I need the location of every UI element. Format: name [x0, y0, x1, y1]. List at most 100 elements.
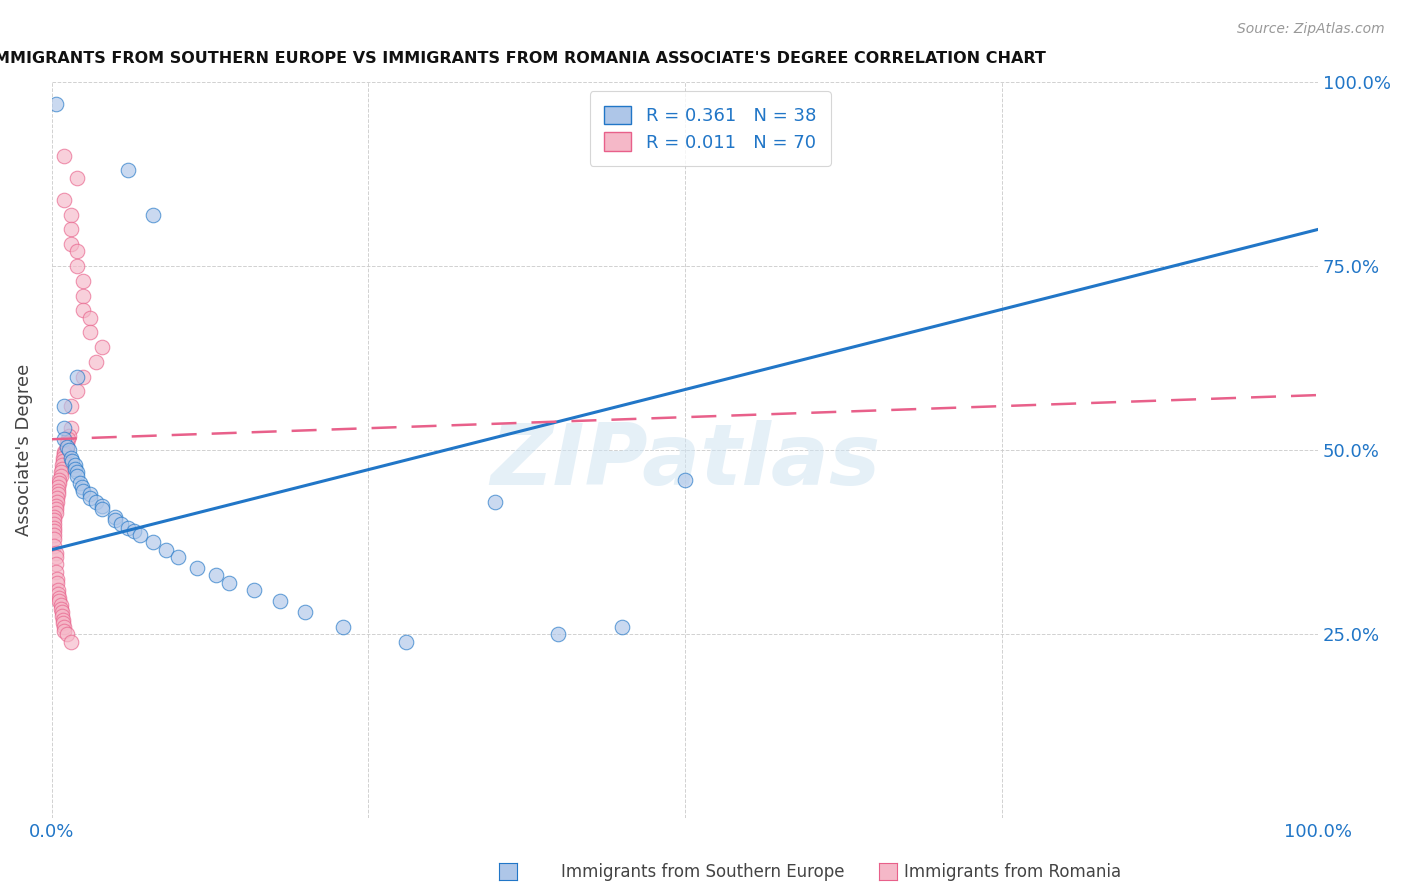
Point [45, 97, 67, 112]
Point [45, 572, 67, 586]
Point [129, 528, 152, 542]
Point [484, 495, 506, 509]
Point [66, 170, 89, 185]
Point [186, 561, 208, 575]
Point [66, 469, 89, 483]
Point [72, 288, 94, 302]
Point [79, 487, 101, 501]
Text: Source: ZipAtlas.com: Source: ZipAtlas.com [1237, 22, 1385, 37]
Point [91, 340, 114, 354]
Point [45, 550, 67, 565]
Point [45, 502, 67, 516]
Legend: R = 0.361   N = 38, R = 0.011   N = 70: R = 0.361 N = 38, R = 0.011 N = 70 [591, 91, 831, 166]
Point [46, 483, 69, 498]
Point [45, 499, 67, 513]
Point [53, 399, 76, 413]
Point [59, 421, 82, 435]
Point [56, 627, 79, 641]
Point [53, 421, 76, 435]
Point [53, 620, 76, 634]
Point [44, 539, 66, 553]
Point [44, 516, 66, 531]
Point [59, 634, 82, 648]
Point [53, 444, 76, 458]
Point [72, 483, 94, 498]
Point [66, 384, 89, 399]
Point [48, 594, 70, 608]
Point [70, 480, 93, 494]
Point [91, 499, 114, 513]
Point [294, 605, 316, 619]
Point [59, 237, 82, 252]
Point [52, 454, 75, 468]
Point [48, 476, 70, 491]
Y-axis label: Associate's Degree: Associate's Degree [15, 364, 32, 536]
Point [53, 149, 76, 163]
Point [44, 532, 66, 546]
Point [66, 259, 89, 273]
Text: Immigrants from Romania: Immigrants from Romania [904, 863, 1121, 881]
Point [52, 450, 75, 465]
Point [52, 616, 75, 631]
Point [117, 163, 139, 178]
Point [44, 509, 66, 524]
Point [59, 450, 82, 465]
Point [51, 605, 73, 619]
Point [395, 634, 418, 648]
Text: IMMIGRANTS FROM SOUTHERN EUROPE VS IMMIGRANTS FROM ROMANIA ASSOCIATE'S DEGREE CO: IMMIGRANTS FROM SOUTHERN EUROPE VS IMMIG… [0, 51, 1046, 66]
Point [63, 461, 86, 475]
Point [79, 326, 101, 340]
Point [58, 443, 80, 458]
Point [91, 502, 114, 516]
Point [53, 447, 76, 461]
Point [45, 565, 67, 579]
Point [59, 208, 82, 222]
Point [55, 443, 77, 458]
Point [84, 355, 107, 369]
Point [155, 542, 177, 557]
Point [610, 620, 633, 634]
Point [52, 613, 75, 627]
Point [51, 609, 73, 624]
Point [51, 458, 73, 472]
Point [49, 469, 72, 483]
Point [332, 620, 354, 634]
Point [142, 535, 165, 549]
Point [45, 575, 67, 590]
Point [104, 513, 127, 527]
Point [110, 516, 132, 531]
Point [44, 513, 66, 527]
Point [59, 222, 82, 236]
Point [51, 461, 73, 475]
Point [53, 624, 76, 638]
Point [673, 473, 696, 487]
Point [269, 594, 291, 608]
Point [72, 369, 94, 384]
Text: ZIPatlas: ZIPatlas [489, 420, 880, 503]
Point [58, 428, 80, 442]
Point [142, 208, 165, 222]
Point [167, 550, 190, 565]
Point [48, 473, 70, 487]
Point [45, 506, 67, 520]
Point [45, 491, 67, 505]
Point [547, 627, 569, 641]
Point [66, 369, 89, 384]
Point [46, 583, 69, 598]
Point [122, 524, 145, 539]
Point [79, 491, 101, 505]
Point [45, 558, 67, 572]
Point [44, 528, 66, 542]
Point [49, 466, 72, 480]
Point [79, 310, 101, 325]
Point [60, 454, 83, 468]
Point [48, 591, 70, 605]
Point [46, 487, 69, 501]
Point [46, 480, 69, 494]
Point [44, 520, 66, 534]
Point [63, 458, 86, 472]
Point [72, 303, 94, 318]
Point [49, 598, 72, 612]
Point [104, 509, 127, 524]
Point [46, 587, 69, 601]
